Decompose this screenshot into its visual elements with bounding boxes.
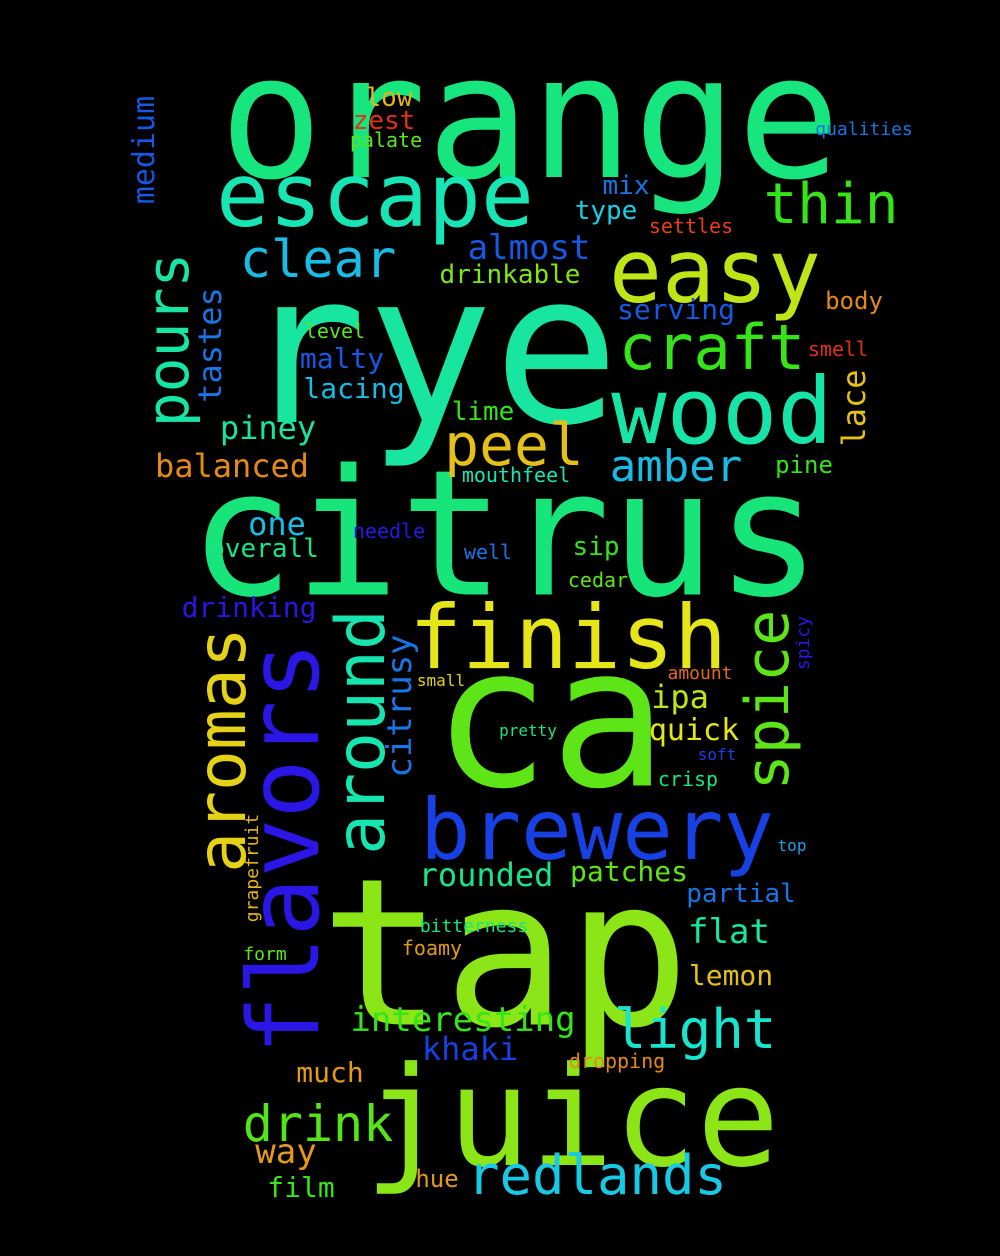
word-finish: finish [409,586,727,689]
word-lace: lace [835,369,873,447]
word-ca: ca [432,604,668,832]
word-form: form [243,944,287,965]
word-settles: settles [648,214,734,238]
word-drink: drink [242,1095,394,1153]
word-citrus: citrus [188,433,822,637]
word-smell: smell [807,337,869,361]
word-wood: wood [611,358,833,465]
word-mix: mix [602,171,650,201]
word-top: top [777,836,807,855]
word-drinkable: drinkable [439,260,581,290]
word-khaki: khaki [421,1030,519,1068]
word-way: way [255,1132,317,1172]
word-dropping: dropping [568,1049,666,1073]
word-malty: malty [299,342,385,375]
word-zest: zest [352,106,416,136]
word-overall: overall [209,534,319,564]
word-grapefruit: grapefruit [242,813,263,923]
word-body: body [825,287,883,315]
word-drinking: drinking [181,591,317,624]
word-level: level [304,319,366,343]
word-mouthfeel: mouthfeel [461,463,571,487]
word-juice: juice [364,1037,780,1198]
word-craft: craft [618,311,806,384]
word-light: light [613,998,777,1061]
word-palate: palate [349,128,423,152]
word-brewery: brewery [419,781,775,879]
word-spice: spice [733,609,803,791]
word-cedar: cedar [567,568,629,592]
word-orange: orange [219,17,841,218]
word-needle: needle [352,519,426,543]
word-medium: medium [127,95,162,205]
word-quick: quick [648,713,740,748]
word-escape: escape [216,144,534,247]
word-piney: piney [219,409,317,447]
word-qualities: qualities [815,119,913,140]
word-redlands: redlands [466,1144,728,1207]
word-one: one [248,505,306,543]
word-easy: easy [609,220,821,323]
word-low: low [365,83,413,113]
word-tastes: tastes [191,287,229,403]
word-peel: peel [444,411,584,479]
word-flat: flat [688,912,770,952]
word-rounded: rounded [418,856,554,894]
word-pours: pours [134,252,202,428]
word-citrusy: citrusy [380,634,420,778]
word-well: well [463,540,513,564]
word-pretty: pretty [499,721,557,740]
word-hue: hue [415,1165,459,1193]
word-rye: rye [240,227,620,472]
word-interesting: interesting [350,1000,576,1040]
word-ipa: ipa [651,678,709,716]
word-spicy: spicy [793,615,814,671]
word-pine: pine [775,451,833,479]
word-film: film [267,1171,335,1204]
word-almost: almost [467,228,591,268]
word-lime: lime [451,397,515,427]
word-amber: amber [609,441,743,492]
word-patches: patches [569,855,689,888]
word-balanced: balanced [154,447,310,485]
word-clear: clear [239,230,397,290]
word-small: small [416,671,466,690]
word-soft: soft [697,745,737,764]
word-lacing: lacing [303,372,405,405]
word-serving: serving [616,293,736,326]
word-sip: sip [572,532,620,562]
word-foamy: foamy [401,936,463,960]
word-amount: amount [667,663,733,684]
word-crisp: crisp [657,767,719,791]
word-tap: tap [319,835,691,1074]
word-much: much [296,1056,364,1089]
word-thin: thin [763,172,899,237]
word-partial: partial [686,879,796,909]
word-type: type [574,196,638,226]
word-lemon: lemon [688,959,774,992]
word-bitterness: bitterness [419,916,529,937]
